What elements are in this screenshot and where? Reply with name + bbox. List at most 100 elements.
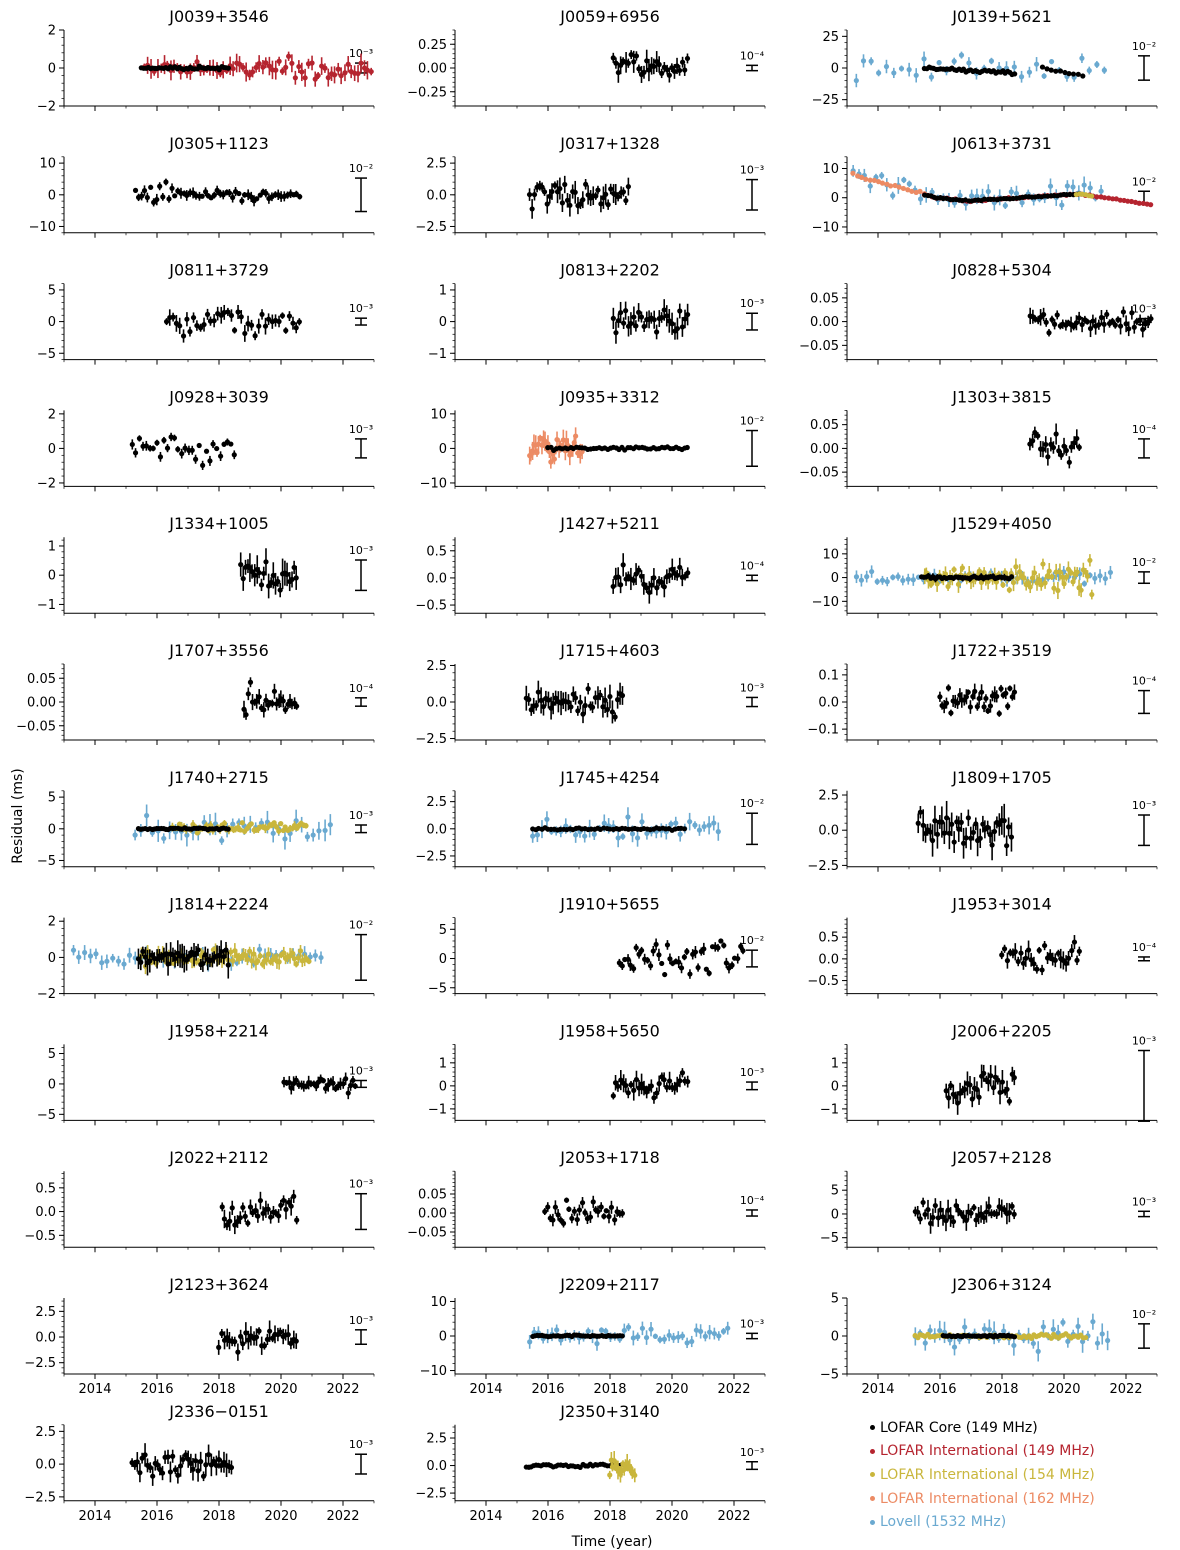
data-point: [575, 708, 581, 714]
data-point: [656, 1080, 662, 1087]
data-point: [171, 435, 178, 441]
y-tick-label: 0: [48, 569, 56, 584]
x-axis-label: Time (year): [571, 1534, 653, 1550]
data-point: [963, 1217, 969, 1223]
data-point: [1033, 61, 1040, 67]
y-tick-label: −5: [37, 854, 56, 869]
data-point: [257, 953, 263, 959]
data-point: [1089, 193, 1095, 199]
data-point: [230, 66, 236, 72]
data-point: [148, 184, 154, 190]
y-tick-label: 0.0: [426, 822, 447, 837]
data-point: [589, 704, 596, 710]
scale-bar-label: 10⁻³: [1132, 1195, 1156, 1208]
data-point: [289, 576, 295, 583]
data-point: [1042, 942, 1048, 949]
data-point: [664, 67, 670, 73]
data-point: [583, 181, 589, 187]
series-core: [610, 553, 691, 604]
panel-title: J1715+4603: [559, 641, 660, 660]
panel-j0305-1123: J0305+1123 −10 0 10 10⁻²: [29, 134, 375, 238]
data-point: [695, 964, 701, 971]
series-lovell: [850, 164, 1104, 211]
y-tick-label: 2.5: [818, 789, 839, 804]
data-point: [255, 958, 261, 964]
data-point: [985, 1079, 991, 1085]
data-point: [917, 188, 923, 194]
data-point: [1097, 573, 1103, 579]
data-point: [572, 189, 578, 195]
data-point: [977, 835, 983, 841]
data-point: [875, 179, 882, 185]
panel-j1910-5655: J1910+5655 −5 0 5 10⁻²: [428, 895, 766, 999]
x-tick-label: 2018: [593, 1382, 626, 1397]
data-point: [1057, 68, 1064, 74]
data-point: [612, 1217, 618, 1223]
data-point: [1002, 202, 1008, 209]
data-point: [853, 77, 859, 84]
data-point: [946, 830, 952, 836]
data-point: [1068, 569, 1074, 576]
series-core: [610, 1068, 691, 1104]
data-point: [973, 1217, 979, 1223]
data-point: [288, 1203, 294, 1209]
data-point: [936, 60, 942, 66]
data-point: [1080, 73, 1086, 79]
y-tick-label: 0: [831, 191, 839, 206]
data-point: [620, 833, 626, 840]
data-point: [948, 710, 954, 716]
data-point: [545, 1204, 551, 1210]
data-point: [615, 697, 621, 703]
panel-title: J0828+5304: [951, 261, 1052, 280]
data-point: [629, 831, 636, 837]
data-point: [243, 712, 249, 718]
data-point: [335, 66, 341, 72]
data-point: [972, 688, 978, 694]
series-core: [1027, 423, 1082, 469]
y-tick-label: 0: [831, 62, 839, 77]
data-point: [1073, 320, 1080, 326]
panel-j2053-1718: J2053+1718 −0.05 0.00 0.05 10⁻⁴: [407, 1148, 766, 1253]
data-point: [666, 1078, 673, 1084]
data-point: [1075, 71, 1081, 77]
panel-title: J1427+5211: [559, 514, 660, 533]
data-point: [276, 959, 282, 965]
data-point: [652, 1333, 658, 1339]
data-point: [576, 1207, 583, 1213]
y-tick-label: −1: [428, 347, 447, 362]
data-point: [544, 201, 550, 207]
data-point: [639, 819, 645, 825]
data-point: [1035, 433, 1041, 439]
series-core: [135, 825, 231, 833]
data-point: [538, 697, 544, 704]
data-point: [634, 835, 641, 841]
y-tick-label: −10: [420, 1364, 447, 1379]
data-point: [240, 1204, 246, 1211]
data-point: [1101, 321, 1107, 327]
series-core: [918, 572, 1015, 583]
data-point: [884, 579, 890, 585]
data-point: [976, 1094, 982, 1100]
scale-bar-label: 10⁻³: [349, 423, 373, 436]
data-point: [685, 570, 691, 576]
data-point: [1008, 189, 1014, 195]
data-point: [265, 1206, 271, 1212]
y-tick-label: 5: [831, 1184, 839, 1199]
series-core: [912, 1196, 1017, 1234]
data-point: [1076, 444, 1082, 450]
y-tick-label: −10: [29, 220, 56, 235]
data-point: [1025, 947, 1032, 953]
data-point: [682, 573, 688, 579]
data-point: [1050, 444, 1057, 451]
data-point: [1012, 71, 1018, 77]
data-point: [1148, 202, 1154, 208]
panel-j0928-3039: J0928+3039 −2 0 2 10⁻³: [37, 387, 375, 491]
data-point: [1126, 326, 1132, 332]
data-point: [1129, 310, 1135, 316]
data-point: [1005, 703, 1011, 709]
data-point: [269, 700, 275, 707]
data-point: [312, 952, 318, 959]
data-point: [1023, 955, 1029, 961]
data-point: [1101, 195, 1108, 201]
data-point: [1039, 64, 1046, 70]
